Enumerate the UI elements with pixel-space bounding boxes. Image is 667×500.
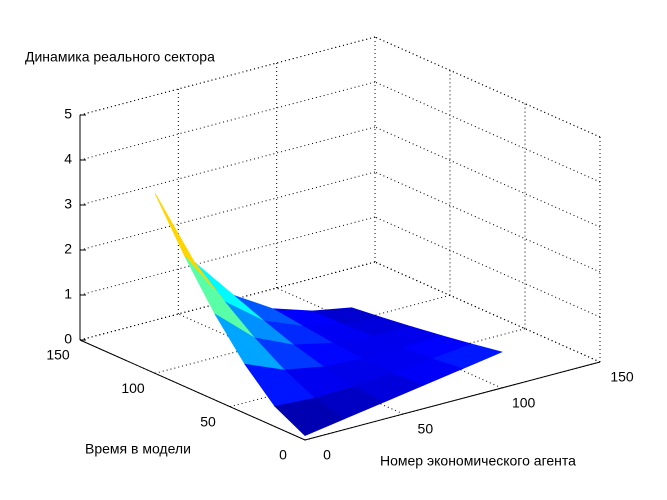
grid-line xyxy=(79,126,376,206)
z-tick-label: 2 xyxy=(64,241,72,257)
y-tick-label: 100 xyxy=(121,380,145,396)
y-axis-label: Время в модели xyxy=(85,441,191,457)
surface-patch xyxy=(274,397,346,436)
grid-line xyxy=(79,216,376,296)
y-axis xyxy=(79,339,306,441)
x-axis xyxy=(304,361,601,441)
grid-line xyxy=(79,171,376,251)
x-tick-label: 150 xyxy=(610,369,634,385)
grid-line xyxy=(79,81,376,161)
x-tick-label: 50 xyxy=(418,421,434,437)
y-tick-label: 150 xyxy=(46,347,70,363)
z-tick-label: 3 xyxy=(64,196,72,212)
x-tick-label: 100 xyxy=(512,395,536,411)
z-tick-label: 4 xyxy=(64,151,72,167)
x-axis-label: Номер экономического агента xyxy=(380,453,576,469)
grid-line xyxy=(79,36,376,116)
z-tick-label: 0 xyxy=(64,331,72,347)
y-tick-label: 50 xyxy=(200,413,216,429)
z-tick-label: 5 xyxy=(64,106,72,122)
z-tick-label: 1 xyxy=(64,286,72,302)
x-tick-label: 0 xyxy=(323,447,331,463)
y-tick-label: 0 xyxy=(279,447,287,463)
chart-title: Динамика реального сектора xyxy=(25,49,215,65)
